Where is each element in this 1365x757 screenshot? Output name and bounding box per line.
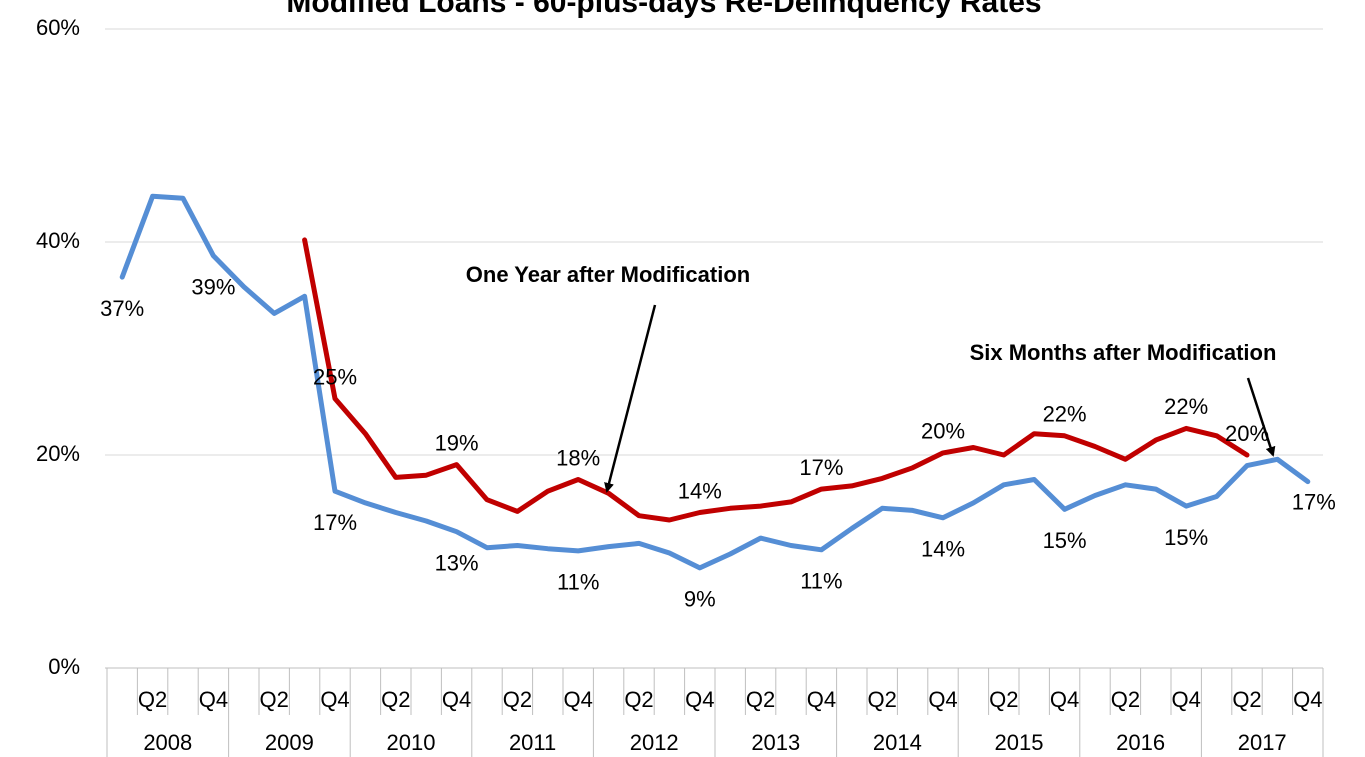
x-tick-label: Q2	[989, 687, 1018, 712]
data-label: 20%	[921, 419, 965, 444]
line-series	[119, 193, 1311, 571]
data-label: 15%	[1164, 525, 1208, 550]
x-group-label: 2015	[995, 730, 1044, 755]
data-label: 17%	[313, 510, 357, 535]
data-label: 13%	[435, 550, 479, 575]
data-label: 17%	[799, 455, 843, 480]
data-label: 22%	[1043, 402, 1087, 427]
x-group-label: 2014	[873, 730, 922, 755]
data-label: 11%	[800, 569, 842, 594]
x-tick-label: Q4	[807, 687, 836, 712]
data-labels: 37% 39% 17% 13% 11% 9% 11% 14% 15% 15% 17% 25% 19% 18…	[100, 275, 1336, 612]
x-tick-label: Q4	[199, 687, 228, 712]
annotation-arrow	[604, 304, 657, 493]
data-label: 9%	[684, 587, 716, 612]
x-group-label: 2012	[630, 730, 679, 755]
x-tick-label: Q4	[442, 687, 471, 712]
y-tick-label: 60%	[36, 15, 80, 40]
x-tick-label: Q4	[1050, 687, 1079, 712]
x-tick-label: Q2	[381, 687, 410, 712]
x-tick-label: Q2	[260, 687, 289, 712]
data-label: 18%	[556, 445, 600, 470]
data-label: 14%	[921, 537, 965, 562]
x-axis: Q2 Q4 Q2 Q4 Q2 Q4 Q2 Q4 Q2 Q4 Q2 Q4 Q2 Q4 Q2 Q4 Q2 Q4 Q2 Q4…	[106, 668, 1324, 757]
x-tick-label: Q4	[1172, 687, 1201, 712]
y-tick-label: 20%	[36, 441, 80, 466]
annotation-arrow	[1246, 377, 1276, 457]
x-tick-label: Q4	[928, 687, 957, 712]
plot	[119, 193, 1311, 571]
x-group-label: 2010	[387, 730, 436, 755]
x-tick-label: Q2	[1111, 687, 1140, 712]
data-label: 11%	[557, 570, 599, 595]
data-label: 17%	[1292, 489, 1336, 514]
x-group-label: 2008	[143, 730, 192, 755]
data-label: 20%	[1225, 421, 1269, 446]
annotation: Six Months after Modification	[970, 340, 1277, 365]
x-group-label: 2009	[265, 730, 314, 755]
x-tick-label: Q2	[503, 687, 532, 712]
data-label: 37%	[100, 296, 144, 321]
x-group-label: 2013	[751, 730, 800, 755]
grid: 0% 20% 40% 60%	[36, 15, 1323, 679]
data-label: 15%	[1043, 528, 1087, 553]
annotation: One Year after Modification	[466, 262, 750, 287]
line-series	[302, 237, 1250, 523]
data-label: 19%	[435, 430, 479, 455]
data-label: 14%	[678, 478, 722, 503]
x-tick-label: Q4	[564, 687, 593, 712]
x-tick-label: Q4	[685, 687, 714, 712]
x-tick-label: Q2	[138, 687, 167, 712]
y-tick-label: 0%	[48, 654, 80, 679]
x-group-label: 2017	[1238, 730, 1287, 755]
data-label: 39%	[191, 275, 235, 300]
y-tick-label: 40%	[36, 228, 80, 253]
data-label: 25%	[313, 364, 357, 389]
x-tick-label: Q4	[1293, 687, 1322, 712]
x-group-label: 2016	[1116, 730, 1165, 755]
data-label: 22%	[1164, 394, 1208, 419]
x-tick-label: Q2	[746, 687, 775, 712]
x-tick-label: Q2	[868, 687, 897, 712]
x-group-label: 2011	[509, 730, 556, 755]
x-tick-label: Q2	[1232, 687, 1261, 712]
x-tick-label: Q2	[624, 687, 653, 712]
chart-title: Modified Loans - 60-plus-days Re-Delinqu…	[286, 0, 1041, 19]
x-tick-label: Q4	[320, 687, 349, 712]
